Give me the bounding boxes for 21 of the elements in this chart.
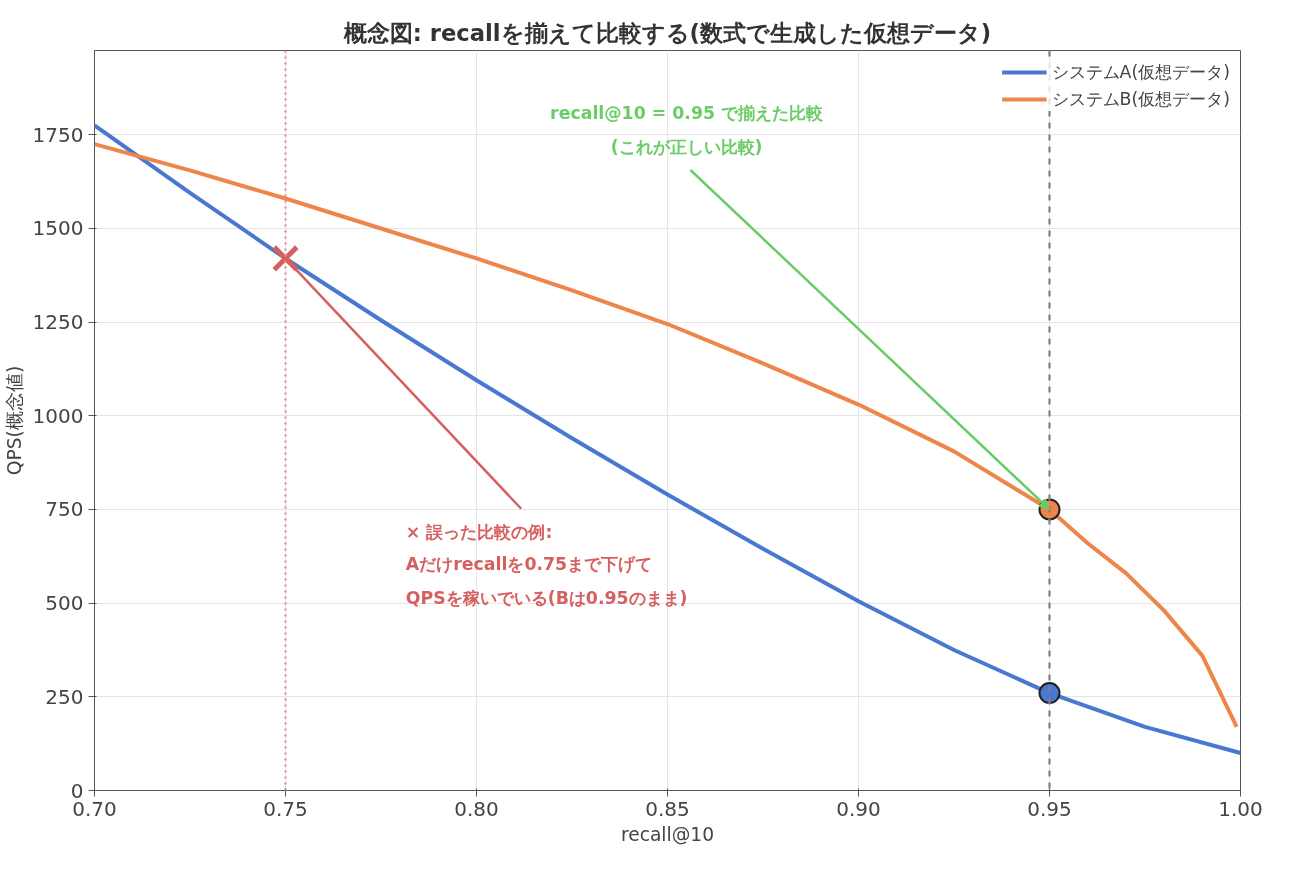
y-tick-label: 1250	[32, 310, 84, 335]
x-axis-title: recall@10	[620, 823, 715, 845]
y-tick-label: 500	[45, 591, 84, 616]
legend-label: システムB(仮想データ)	[1051, 88, 1230, 111]
x-tick-label: 0.95	[1027, 796, 1072, 821]
y-axis-title: QPS(概念値)	[3, 365, 25, 476]
x-tick-label: 0.75	[263, 796, 308, 821]
y-tick-label: 1500	[32, 216, 84, 241]
y-tick-label: 750	[45, 497, 84, 522]
y-tick-label: 1000	[32, 403, 84, 428]
y-tick-label: 1750	[32, 122, 84, 147]
annotation: × 誤った比較の例: Aだけrecallを0.75まで下げて QPSを稼いでいる(Bは0.95のまま)	[405, 521, 688, 608]
x-tick-label: 0.90	[836, 796, 881, 821]
y-tick-label: 0	[70, 778, 84, 803]
annotation: recall@10 = 0.95 で揃えた比較 (これが正しい比較)	[550, 102, 825, 157]
y-tick-label: 250	[45, 684, 84, 709]
x-tick-label: 0.85	[645, 796, 690, 821]
legend-label: システムA(仮想データ)	[1051, 61, 1230, 84]
x-tick-label: 1.00	[1218, 796, 1263, 821]
x-tick-label: 0.80	[454, 796, 499, 821]
chart-title: 概念図: recallを揃えて比較する(数式で生成した仮想データ)	[342, 19, 992, 46]
